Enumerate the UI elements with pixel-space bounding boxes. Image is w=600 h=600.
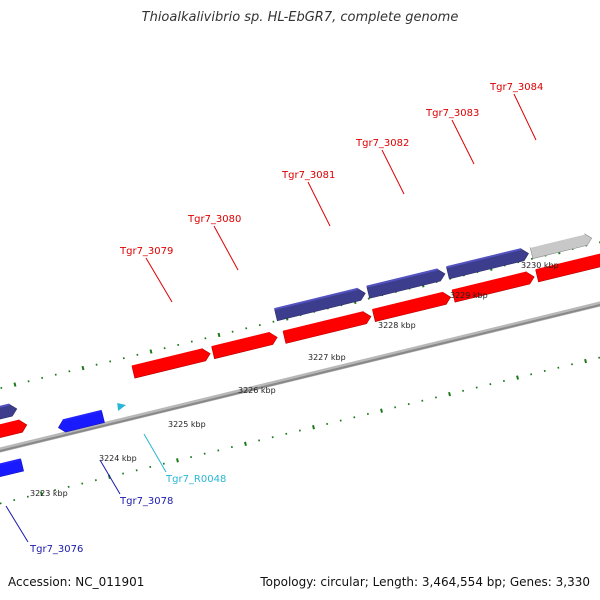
tick-mark-inner — [313, 425, 314, 429]
accession-label: Accession: NC_011901 — [8, 575, 144, 589]
gene-label-leader — [214, 226, 238, 270]
tick-label: 3224 kbp — [99, 454, 137, 463]
gene-label-leader — [308, 182, 330, 226]
gene-label-leader — [452, 120, 474, 164]
topology-label: Topology: circular; Length: 3,464,554 bp… — [260, 575, 590, 589]
gene-label: Tgr7_3083 — [425, 108, 479, 119]
rna-gene-marker — [117, 403, 126, 411]
tick-label: 3226 kbp — [238, 386, 276, 395]
tick-mark-inner — [381, 409, 382, 413]
tick-label: 3225 kbp — [168, 420, 206, 429]
tick-mark-outer — [151, 350, 152, 354]
gene-arrow-forward — [212, 333, 278, 359]
gene-label-leader — [6, 506, 28, 542]
tick-mark-inner — [517, 376, 518, 380]
gene-label: Tgr7_3082 — [355, 138, 409, 149]
tick-label: 3228 kbp — [378, 321, 416, 330]
gene-label-leader — [144, 434, 166, 472]
tick-mark-inner — [177, 458, 178, 462]
tick-mark-outer — [83, 366, 84, 370]
tick-label: 3227 kbp — [308, 353, 346, 362]
gene-label-leader — [146, 258, 172, 302]
gene-label: Tgr7_3079 — [119, 246, 173, 257]
tick-mark-inner — [585, 359, 586, 363]
gene-label: Tgr7_R0048 — [165, 474, 226, 485]
gene-label: Tgr7_3078 — [119, 496, 173, 507]
gene-arrow-pseudo — [530, 234, 592, 259]
tick-label: 3230 kbp — [521, 261, 559, 270]
gene-label: Tgr7_3081 — [281, 170, 335, 181]
tick-label: 3223 kbp — [30, 489, 68, 498]
gene-label: Tgr7_3080 — [187, 214, 241, 225]
gene-label-leader — [382, 150, 404, 194]
tick-mark-inner — [449, 392, 450, 396]
tick-mark-outer — [219, 333, 220, 337]
tick-label: 3229 kbp — [450, 291, 488, 300]
gene-label-leader — [514, 94, 536, 140]
gene-label: Tgr7_3076 — [29, 544, 83, 555]
gene-label-leader — [100, 460, 120, 494]
gene-label: Tgr7_3084 — [489, 82, 543, 93]
tick-mark-inner — [245, 442, 246, 446]
tick-mark-outer — [14, 383, 15, 387]
